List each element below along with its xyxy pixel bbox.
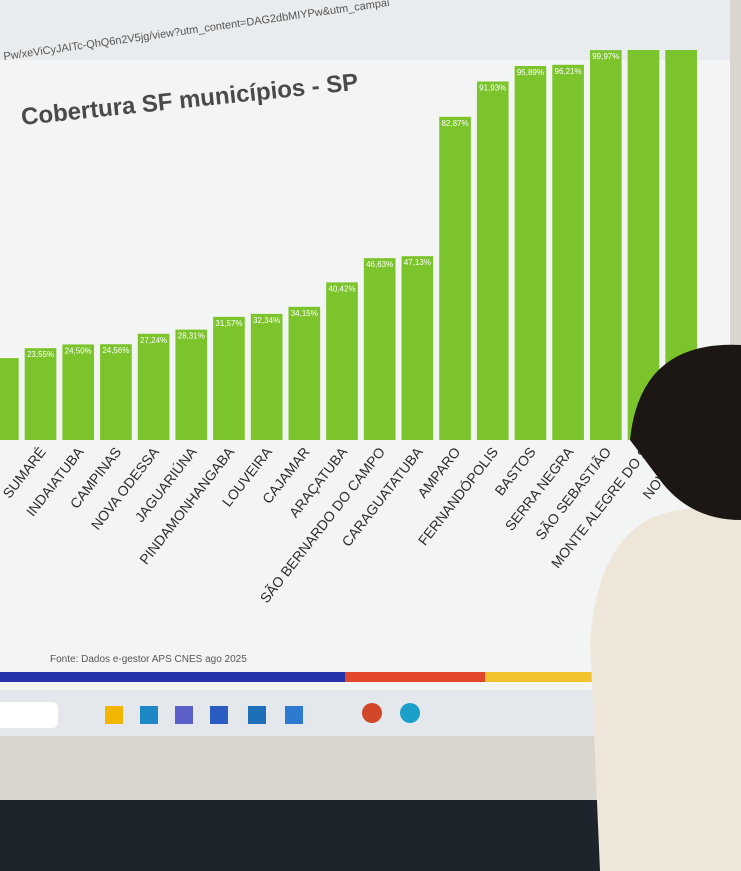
value-label: 91,93% [479,83,506,92]
bar [363,258,396,440]
presenter-hair [630,344,741,520]
bar [326,282,358,440]
value-label: 24,56% [102,346,129,355]
stripe-red [345,672,485,682]
bar [100,344,132,440]
value-label: 27,24% [140,336,167,345]
value-label: 28,31% [178,332,205,341]
bar [213,316,245,440]
value-label: 34,15% [291,309,318,318]
source: Fonte: Dados e-gestor APS CNES ago 2025 [50,654,247,665]
value-label: 40,42% [328,284,355,293]
bar [476,81,509,441]
bar [589,50,622,440]
bar [250,313,283,440]
value-label: 47,13% [404,258,431,267]
bar [627,50,660,440]
bar [175,329,208,440]
bar [62,344,95,440]
stripe-blue [0,672,345,682]
value-label: 82,87% [441,119,468,128]
bar [288,306,321,440]
value-label: 95,89% [517,68,544,77]
bar [137,333,170,440]
taskbar-icons [105,703,420,724]
browser-bar [0,0,730,60]
presenter [590,500,741,871]
value-label: 96,21% [555,67,582,76]
value-label: 46,63% [366,260,393,269]
bar [552,64,584,440]
value-label: 23,55% [27,350,54,359]
bar [0,358,19,440]
value-label: 31,57% [215,319,242,328]
bar [514,66,547,441]
bar [24,348,57,440]
value-label: 24,50% [65,346,92,355]
value-label: 99,97% [592,52,619,61]
bar [439,116,471,440]
bar [401,256,434,440]
value-label: 32,34% [253,316,280,325]
search-box [0,702,58,728]
